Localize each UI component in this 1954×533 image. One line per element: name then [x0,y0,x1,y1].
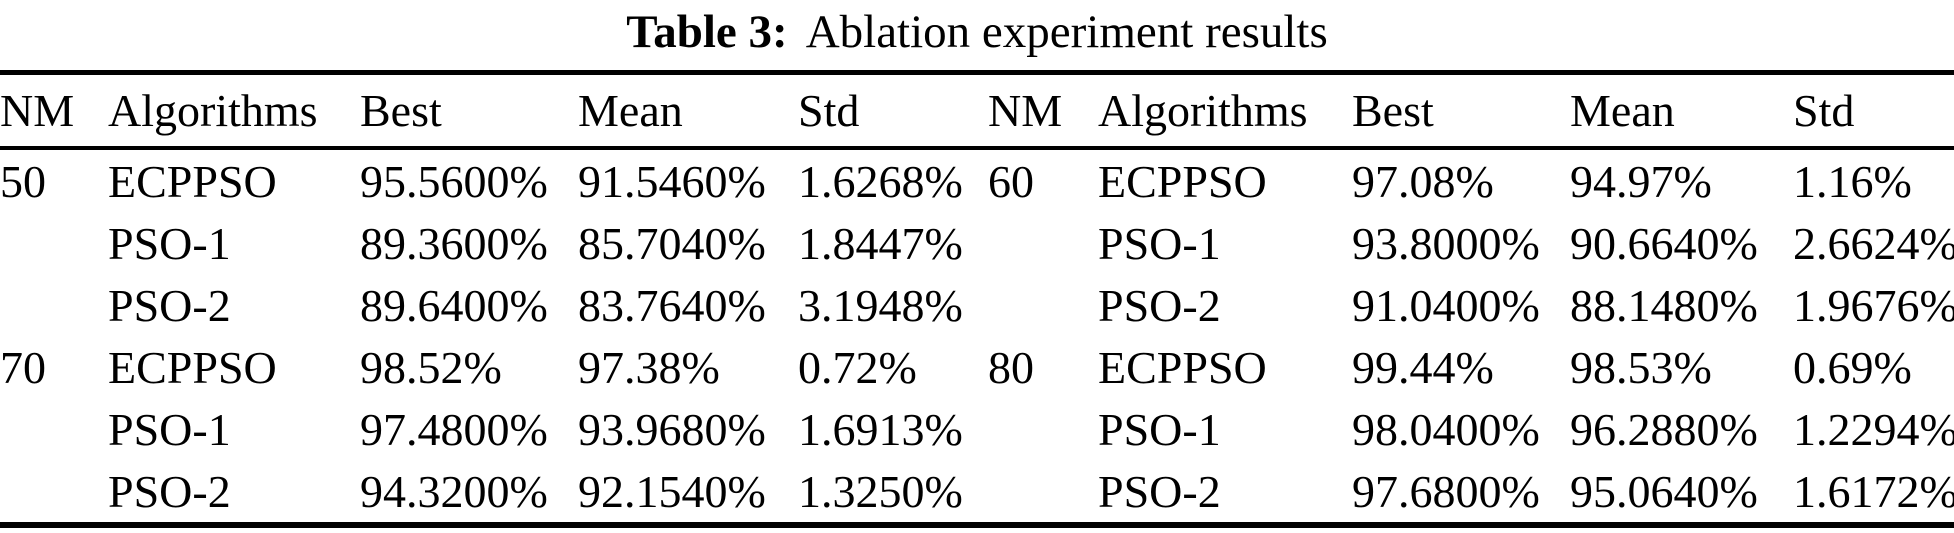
std-cell: 1.8447% [798,217,963,269]
nm-cell: 80 [988,341,1034,393]
mean-cell: 95.0640% [1570,465,1758,517]
table-row: PSO-2 94.3200% 92.1540% 1.3250% PSO-2 97… [0,460,1954,525]
table-row: PSO-2 89.6400% 83.7640% 3.1948% PSO-2 91… [0,274,1954,336]
algorithm-cell: PSO-1 [1098,217,1221,269]
algorithm-cell: PSO-2 [108,465,231,517]
ablation-results-table: NM Algorithms Best Mean Std NM Algorithm… [0,70,1954,528]
header-algorithms-right: Algorithms [1098,72,1352,150]
std-cell: 1.6172% [1793,465,1954,517]
mean-cell: 91.5460% [578,155,766,207]
algorithm-cell: ECPPSO [1098,341,1267,393]
header-nm-left: NM [0,72,108,150]
mean-cell: 83.7640% [578,279,766,331]
algorithm-cell: ECPPSO [108,155,277,207]
best-cell: 93.8000% [1352,217,1540,269]
std-cell: 1.2294% [1793,403,1954,455]
mean-cell: 97.38% [578,341,720,393]
best-cell: 95.5600% [360,155,548,207]
best-cell: 97.08% [1352,155,1494,207]
mean-cell: 85.7040% [578,217,766,269]
mean-cell: 90.6640% [1570,217,1758,269]
header-algorithms-left: Algorithms [108,72,360,150]
best-cell: 99.44% [1352,341,1494,393]
std-cell: 0.72% [798,341,917,393]
nm-cell [0,212,108,274]
header-mean-right: Mean [1570,72,1793,150]
header-best-right: Best [1352,72,1570,150]
std-cell: 0.69% [1793,341,1912,393]
nm-cell: 60 [988,155,1034,207]
best-cell: 97.4800% [360,403,548,455]
header-row: NM Algorithms Best Mean Std NM Algorithm… [0,72,1954,150]
header-nm-right: NM [988,72,1098,150]
mean-cell: 88.1480% [1570,279,1758,331]
table-caption: Table 3: Ablation experiment results [0,0,1954,70]
nm-cell: 70 [0,341,46,393]
nm-cell [988,460,1098,525]
nm-cell [988,274,1098,336]
algorithm-cell: PSO-2 [1098,279,1221,331]
algorithm-cell: ECPPSO [1098,155,1267,207]
header-mean-left: Mean [578,72,798,150]
std-cell: 2.6624% [1793,217,1954,269]
header-std-right: Std [1793,72,1954,150]
std-cell: 1.9676% [1793,279,1954,331]
best-cell: 98.0400% [1352,403,1540,455]
algorithm-cell: PSO-1 [108,217,231,269]
mean-cell: 94.97% [1570,155,1712,207]
nm-cell [988,212,1098,274]
table-row: 50 ECPPSO 95.5600% 91.5460% 1.6268% 60 E… [0,148,1954,212]
nm-cell [988,398,1098,460]
nm-cell [0,460,108,525]
nm-cell [0,398,108,460]
best-cell: 89.3600% [360,217,548,269]
mean-cell: 98.53% [1570,341,1712,393]
table-row: PSO-1 97.4800% 93.9680% 1.6913% PSO-1 98… [0,398,1954,460]
nm-cell: 50 [0,155,46,207]
best-cell: 91.0400% [1352,279,1540,331]
algorithm-cell: PSO-1 [1098,403,1221,455]
std-cell: 1.6913% [798,403,963,455]
std-cell: 3.1948% [798,279,963,331]
std-cell: 1.6268% [798,155,963,207]
std-cell: 1.16% [1793,155,1912,207]
header-best-left: Best [360,72,578,150]
algorithm-cell: PSO-2 [108,279,231,331]
table-caption-label: Table 3: [626,6,788,58]
best-cell: 98.52% [360,341,502,393]
header-std-left: Std [798,72,988,150]
algorithm-cell: ECPPSO [108,341,277,393]
mean-cell: 92.1540% [578,465,766,517]
table-row: 70 ECPPSO 98.52% 97.38% 0.72% 80 ECPPSO … [0,336,1954,398]
best-cell: 89.6400% [360,279,548,331]
algorithm-cell: PSO-2 [1098,465,1221,517]
best-cell: 94.3200% [360,465,548,517]
table-row: PSO-1 89.3600% 85.7040% 1.8447% PSO-1 93… [0,212,1954,274]
mean-cell: 96.2880% [1570,403,1758,455]
table-caption-text: Ablation experiment results [805,6,1328,58]
algorithm-cell: PSO-1 [108,403,231,455]
std-cell: 1.3250% [798,465,963,517]
best-cell: 97.6800% [1352,465,1540,517]
nm-cell [0,274,108,336]
mean-cell: 93.9680% [578,403,766,455]
